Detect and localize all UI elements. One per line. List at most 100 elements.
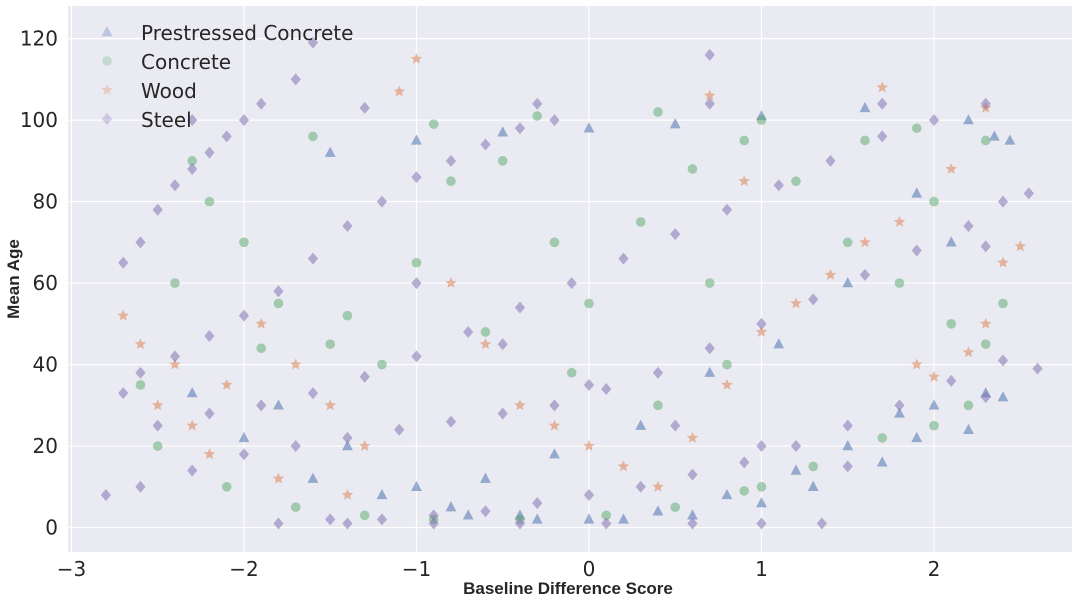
data-point: [428, 119, 439, 129]
x-axis-ticks: −3 −2 −1 0 1 2: [57, 557, 941, 581]
data-points: [100, 36, 1043, 530]
data-point: [290, 502, 301, 512]
data-point: [824, 268, 837, 280]
data-point: [342, 517, 353, 530]
data-point: [652, 505, 664, 516]
data-point: [532, 111, 543, 121]
data-point: [635, 480, 646, 493]
x-tick-label: 2: [928, 557, 941, 581]
plot-area: [68, 6, 1072, 552]
data-point: [635, 217, 646, 227]
data-point: [962, 346, 975, 358]
data-point: [997, 391, 1009, 402]
data-point: [635, 419, 647, 430]
data-point: [911, 244, 922, 257]
data-point: [791, 176, 801, 187]
data-point: [704, 366, 716, 377]
data-point: [342, 440, 353, 451]
data-point: [583, 440, 595, 451]
grid: [68, 6, 1072, 552]
data-point: [790, 297, 802, 309]
x-tick-label: 1: [755, 557, 768, 581]
data-point: [411, 171, 422, 184]
data-point: [411, 257, 422, 268]
legend-entry-label: Wood: [141, 79, 197, 103]
data-point: [997, 354, 1009, 367]
data-point: [514, 301, 526, 314]
data-point: [894, 278, 905, 288]
data-point: [445, 501, 457, 512]
data-point: [652, 480, 664, 492]
data-point: [393, 85, 405, 97]
data-point: [480, 505, 491, 518]
y-axis-ticks: 0 20 40 60 80 100 120: [20, 27, 58, 540]
data-point: [911, 187, 923, 198]
data-point: [135, 366, 146, 379]
data-point: [221, 378, 233, 390]
data-point: [704, 48, 715, 61]
data-point: [238, 431, 250, 443]
data-point: [307, 36, 319, 49]
data-point: [410, 52, 423, 64]
y-tick-label: 80: [33, 190, 58, 214]
data-point: [755, 325, 768, 337]
data-point: [842, 440, 854, 451]
data-point: [584, 298, 594, 309]
legend-marker: [101, 84, 113, 95]
data-point: [152, 203, 163, 216]
data-point: [583, 513, 595, 524]
data-point: [704, 278, 715, 288]
data-point: [998, 298, 1008, 309]
data-point: [135, 236, 146, 249]
data-point: [816, 517, 827, 530]
data-point: [980, 391, 991, 404]
data-point: [756, 497, 767, 508]
data-point: [376, 513, 388, 526]
data-point: [377, 359, 387, 370]
data-point: [721, 203, 733, 216]
data-point: [929, 420, 939, 431]
y-tick-label: 0: [45, 516, 58, 540]
data-point: [256, 399, 267, 412]
data-point: [341, 488, 354, 500]
data-point: [997, 256, 1009, 268]
legend-entry-label: Prestressed Concrete: [141, 21, 353, 45]
data-point: [272, 472, 285, 484]
data-point: [446, 176, 456, 187]
data-point: [273, 399, 284, 410]
data-point: [394, 423, 405, 436]
data-point: [911, 123, 922, 134]
legend: Prestressed Concrete Concrete Wood Steel: [101, 21, 353, 132]
data-point: [946, 374, 957, 387]
data-point: [118, 387, 129, 400]
data-point: [170, 278, 180, 288]
legend-marker: [101, 26, 113, 37]
data-point: [238, 114, 250, 127]
series-concrete: [135, 107, 1008, 525]
data-point: [687, 517, 698, 530]
data-point: [601, 383, 612, 396]
data-point: [100, 488, 112, 501]
data-point: [997, 195, 1009, 208]
data-point: [877, 130, 888, 143]
data-point: [721, 488, 733, 500]
data-point: [307, 472, 319, 483]
data-point: [411, 350, 422, 363]
data-point: [790, 464, 802, 475]
series-steel: [100, 36, 1043, 530]
y-tick-label: 20: [33, 434, 58, 458]
data-point: [548, 419, 561, 431]
data-point: [704, 97, 715, 110]
data-point: [151, 399, 164, 411]
data-point: [239, 237, 249, 248]
data-point: [859, 101, 871, 113]
data-point: [187, 114, 198, 127]
data-point: [273, 517, 284, 530]
data-point: [169, 358, 181, 370]
data-point: [808, 461, 819, 472]
x-tick-label: −2: [229, 557, 258, 581]
data-point: [462, 509, 474, 520]
data-point: [135, 480, 146, 493]
data-point: [980, 97, 991, 110]
data-point: [479, 338, 492, 350]
